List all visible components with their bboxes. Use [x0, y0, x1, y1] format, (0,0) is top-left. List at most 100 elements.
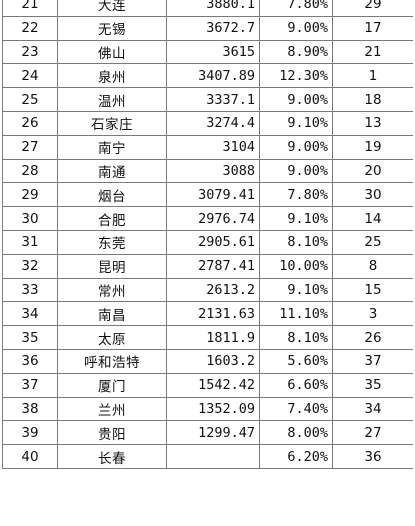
growth-rate-cell[interactable]: 10.00%: [259, 253, 333, 279]
rank-cell[interactable]: 30: [2, 206, 58, 231]
gdp-value-cell[interactable]: 3274.4: [166, 110, 260, 136]
growth-rate-cell[interactable]: 7.80%: [259, 182, 333, 208]
city-name-cell[interactable]: 南宁: [57, 134, 167, 160]
gdp-value-cell[interactable]: 3079.41: [166, 182, 260, 208]
growth-rank-cell[interactable]: 27: [332, 420, 413, 446]
city-name-cell[interactable]: 长春: [57, 444, 167, 469]
city-name-cell[interactable]: 东莞: [57, 229, 167, 255]
growth-rate-cell[interactable]: 6.20%: [259, 444, 333, 469]
rank-cell[interactable]: 34: [2, 301, 58, 327]
gdp-value-cell[interactable]: 1811.9: [166, 325, 260, 350]
gdp-value-cell[interactable]: 2787.41: [166, 253, 260, 279]
growth-rate-cell[interactable]: 8.00%: [259, 420, 333, 446]
rank-cell[interactable]: 37: [2, 372, 58, 398]
gdp-value-cell[interactable]: 3337.1: [166, 87, 260, 112]
city-name-cell[interactable]: 石家庄: [57, 110, 167, 136]
growth-rate-cell[interactable]: 8.10%: [259, 325, 333, 350]
growth-rate-cell[interactable]: 6.60%: [259, 372, 333, 398]
rank-cell[interactable]: 35: [2, 325, 58, 350]
city-name-cell[interactable]: 烟台: [57, 182, 167, 208]
city-name-cell[interactable]: 兰州: [57, 396, 167, 422]
growth-rank-cell[interactable]: 13: [332, 110, 413, 136]
rank-cell[interactable]: 29: [2, 182, 58, 208]
city-name-cell[interactable]: 太原: [57, 325, 167, 350]
growth-rank-cell[interactable]: 8: [332, 253, 413, 279]
gdp-value-cell[interactable]: 2613.2: [166, 277, 260, 303]
growth-rate-cell[interactable]: 9.00%: [259, 87, 333, 112]
growth-rate-cell[interactable]: 7.40%: [259, 396, 333, 422]
growth-rate-cell[interactable]: 7.80%: [259, 0, 333, 17]
city-name-cell[interactable]: 温州: [57, 87, 167, 112]
rank-cell[interactable]: 22: [2, 15, 58, 41]
growth-rank-cell[interactable]: 29: [332, 0, 413, 17]
gdp-value-cell[interactable]: 1603.2: [166, 348, 260, 374]
city-name-cell[interactable]: 昆明: [57, 253, 167, 279]
rank-cell[interactable]: 24: [2, 63, 58, 89]
gdp-value-cell[interactable]: 2905.61: [166, 229, 260, 255]
gdp-value-cell[interactable]: 3088: [166, 158, 260, 184]
growth-rank-cell[interactable]: 26: [332, 325, 413, 350]
gdp-value-cell[interactable]: 2976.74: [166, 206, 260, 231]
rank-cell[interactable]: 36: [2, 348, 58, 374]
rank-cell[interactable]: 27: [2, 134, 58, 160]
growth-rank-cell[interactable]: 37: [332, 348, 413, 374]
growth-rate-cell[interactable]: 9.10%: [259, 277, 333, 303]
growth-rank-cell[interactable]: 14: [332, 206, 413, 231]
gdp-value-cell[interactable]: 3615: [166, 39, 260, 65]
rank-cell[interactable]: 38: [2, 396, 58, 422]
growth-rank-cell[interactable]: 20: [332, 158, 413, 184]
growth-rate-cell[interactable]: 8.90%: [259, 39, 333, 65]
growth-rate-cell[interactable]: 9.00%: [259, 158, 333, 184]
growth-rate-cell[interactable]: 9.10%: [259, 110, 333, 136]
city-name-cell[interactable]: 合肥: [57, 206, 167, 231]
growth-rate-cell[interactable]: 9.00%: [259, 15, 333, 41]
gdp-value-cell[interactable]: [166, 444, 260, 469]
growth-rate-cell[interactable]: 9.10%: [259, 206, 333, 231]
rank-cell[interactable]: 25: [2, 87, 58, 112]
city-name-cell[interactable]: 贵阳: [57, 420, 167, 446]
growth-rank-cell[interactable]: 1: [332, 63, 413, 89]
growth-rank-cell[interactable]: 35: [332, 372, 413, 398]
growth-rank-cell[interactable]: 36: [332, 444, 413, 469]
city-name-cell[interactable]: 厦门: [57, 372, 167, 398]
gdp-value-cell[interactable]: 3407.89: [166, 63, 260, 89]
growth-rank-cell[interactable]: 19: [332, 134, 413, 160]
gdp-value-cell[interactable]: 2131.63: [166, 301, 260, 327]
growth-rate-cell[interactable]: 12.30%: [259, 63, 333, 89]
growth-rate-cell[interactable]: 5.60%: [259, 348, 333, 374]
city-name-cell[interactable]: 佛山: [57, 39, 167, 65]
city-name-cell[interactable]: 常州: [57, 277, 167, 303]
rank-cell[interactable]: 23: [2, 39, 58, 65]
city-name-cell[interactable]: 大连: [57, 0, 167, 17]
growth-rank-cell[interactable]: 34: [332, 396, 413, 422]
city-name-cell[interactable]: 南通: [57, 158, 167, 184]
growth-rank-cell[interactable]: 18: [332, 87, 413, 112]
gdp-value-cell[interactable]: 1352.09: [166, 396, 260, 422]
rank-cell[interactable]: 21: [2, 0, 58, 17]
city-name-cell[interactable]: 南昌: [57, 301, 167, 327]
rank-cell[interactable]: 39: [2, 420, 58, 446]
gdp-value-cell[interactable]: 1299.47: [166, 420, 260, 446]
rank-cell[interactable]: 33: [2, 277, 58, 303]
growth-rank-cell[interactable]: 21: [332, 39, 413, 65]
growth-rank-cell[interactable]: 25: [332, 229, 413, 255]
city-name-cell[interactable]: 无锡: [57, 15, 167, 41]
growth-rank-cell[interactable]: 15: [332, 277, 413, 303]
gdp-value-cell[interactable]: 3672.7: [166, 15, 260, 41]
rank-cell[interactable]: 40: [2, 444, 58, 469]
growth-rate-cell[interactable]: 8.10%: [259, 229, 333, 255]
rank-cell[interactable]: 32: [2, 253, 58, 279]
growth-rank-cell[interactable]: 17: [332, 15, 413, 41]
rank-cell[interactable]: 31: [2, 229, 58, 255]
gdp-value-cell[interactable]: 3880.1: [166, 0, 260, 17]
rank-cell[interactable]: 28: [2, 158, 58, 184]
growth-rate-cell[interactable]: 9.00%: [259, 134, 333, 160]
growth-rank-cell[interactable]: 3: [332, 301, 413, 327]
growth-rate-cell[interactable]: 11.10%: [259, 301, 333, 327]
gdp-value-cell[interactable]: 1542.42: [166, 372, 260, 398]
gdp-value-cell[interactable]: 3104: [166, 134, 260, 160]
rank-cell[interactable]: 26: [2, 110, 58, 136]
city-name-cell[interactable]: 呼和浩特: [57, 348, 167, 374]
growth-rank-cell[interactable]: 30: [332, 182, 413, 208]
city-name-cell[interactable]: 泉州: [57, 63, 167, 89]
